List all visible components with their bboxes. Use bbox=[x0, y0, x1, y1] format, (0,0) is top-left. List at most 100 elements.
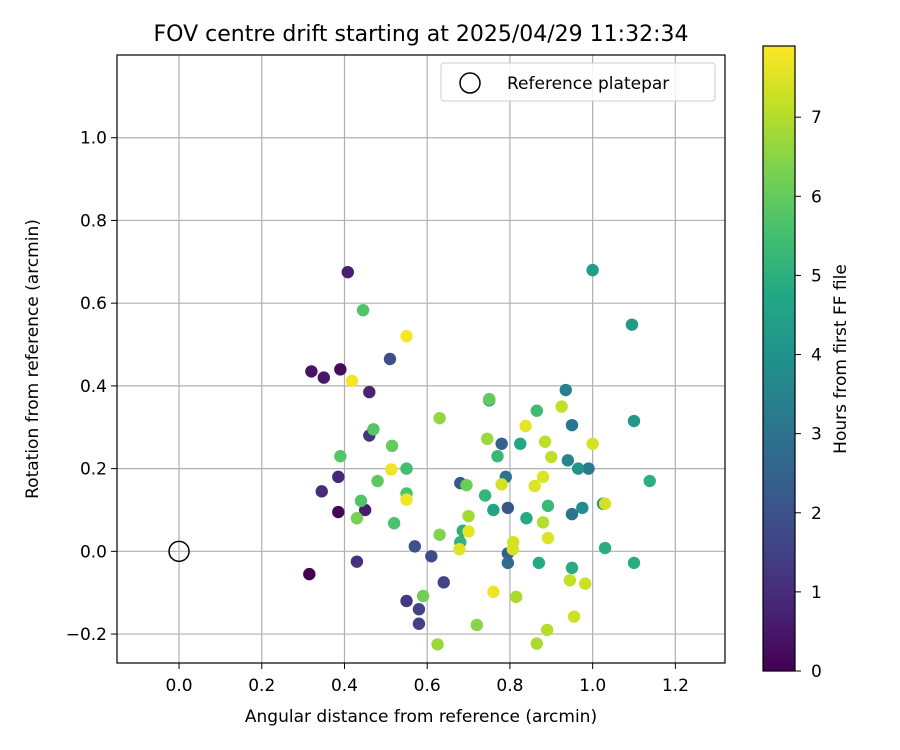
scatter-point bbox=[501, 556, 515, 570]
scatter-point bbox=[433, 411, 446, 425]
scatter-point bbox=[367, 423, 380, 436]
scatter-point bbox=[565, 418, 579, 432]
scatter-point bbox=[437, 576, 450, 589]
y-tick-label: 0.4 bbox=[80, 377, 107, 397]
scatter-point bbox=[400, 330, 413, 343]
scatter-point bbox=[541, 531, 555, 545]
colorbar-tick-label: 1 bbox=[811, 583, 822, 603]
scatter-point bbox=[565, 561, 579, 575]
colorbar-ticks: 0 1 2 3 4 5 6 7 bbox=[795, 108, 822, 682]
y-tick-label: −0.2 bbox=[66, 625, 107, 645]
x-tick-label: 0.0 bbox=[166, 676, 193, 696]
scatter-point bbox=[567, 610, 581, 623]
scatter-point bbox=[385, 439, 399, 453]
scatter-point bbox=[541, 499, 555, 513]
scatter-point bbox=[303, 567, 316, 581]
scatter-point bbox=[460, 478, 473, 492]
y-axis-label: Rotation from reference (arcmin) bbox=[23, 219, 43, 499]
scatter-point bbox=[559, 383, 572, 397]
scatter-point bbox=[598, 541, 612, 555]
colorbar-label: Hours from first FF file bbox=[831, 264, 851, 454]
x-tick-label: 0.4 bbox=[331, 676, 358, 696]
scatter-point bbox=[483, 392, 496, 406]
y-axis-ticks: −0.2 0.0 0.2 0.4 0.6 0.8 1.0 bbox=[66, 129, 117, 645]
scatter-point bbox=[495, 478, 508, 491]
colorbar-tick-label: 5 bbox=[811, 266, 822, 286]
scatter-point bbox=[643, 474, 656, 488]
scatter-point bbox=[530, 404, 544, 417]
scatter-point bbox=[536, 470, 550, 484]
colorbar-gradient bbox=[763, 46, 795, 671]
scatter-point bbox=[532, 556, 546, 570]
scatter-point bbox=[520, 512, 533, 525]
scatter-point bbox=[576, 501, 589, 515]
legend-marker-icon bbox=[459, 72, 481, 94]
scatter-point bbox=[425, 550, 438, 563]
scatter-point bbox=[341, 265, 354, 279]
scatter-point bbox=[334, 449, 347, 463]
x-gridlines bbox=[178, 55, 676, 663]
scatter-point bbox=[538, 435, 552, 448]
scatter-point bbox=[478, 489, 492, 502]
scatter-point bbox=[400, 594, 413, 608]
colorbar-tick-label: 3 bbox=[811, 425, 822, 445]
scatter-point bbox=[627, 556, 641, 570]
scatter-point bbox=[408, 540, 421, 553]
scatter-point bbox=[509, 590, 523, 604]
scatter-point bbox=[487, 585, 500, 599]
scatter-point bbox=[412, 617, 426, 630]
scatter-point bbox=[470, 618, 484, 632]
scatter-point bbox=[563, 574, 577, 587]
y-tick-label: 0.8 bbox=[80, 211, 107, 231]
scatter-point bbox=[400, 462, 413, 475]
scatter-point bbox=[491, 449, 504, 463]
x-axis-ticks: 0.0 0.2 0.4 0.6 0.8 1.0 1.2 bbox=[166, 663, 689, 696]
scatter-point bbox=[519, 419, 532, 433]
x-tick-label: 1.2 bbox=[662, 676, 689, 696]
colorbar-tick-label: 2 bbox=[811, 504, 822, 524]
scatter-point bbox=[555, 400, 568, 413]
scatter-points bbox=[303, 263, 656, 651]
scatter-point bbox=[431, 638, 444, 651]
scatter-point bbox=[305, 365, 318, 378]
y-gridlines bbox=[117, 137, 725, 635]
scatter-point bbox=[354, 494, 368, 508]
x-axis-label: Angular distance from reference (arcmin) bbox=[245, 707, 597, 727]
scatter-point bbox=[528, 479, 541, 493]
scatter-point bbox=[506, 543, 520, 556]
scatter-point bbox=[334, 363, 347, 376]
scatter-point bbox=[332, 505, 345, 519]
y-tick-label: 1.0 bbox=[80, 129, 107, 149]
scatter-point bbox=[385, 463, 398, 476]
colorbar-tick-label: 6 bbox=[811, 187, 822, 207]
scatter-point bbox=[363, 385, 376, 399]
chart-title: FOV centre drift starting at 2025/04/29 … bbox=[154, 22, 689, 47]
scatter-point bbox=[416, 589, 430, 603]
scatter-point bbox=[487, 503, 500, 517]
reference-platepar-marker bbox=[168, 540, 190, 563]
legend-entry-label: Reference platepar bbox=[507, 74, 669, 94]
scatter-point bbox=[540, 623, 554, 637]
x-tick-label: 0.2 bbox=[248, 676, 275, 696]
y-tick-label: 0.6 bbox=[80, 294, 107, 314]
scatter-point bbox=[536, 516, 550, 529]
scatter-point bbox=[565, 507, 579, 521]
scatter-point bbox=[561, 454, 575, 467]
scatter-point bbox=[579, 577, 592, 590]
x-tick-label: 0.6 bbox=[414, 676, 441, 696]
scatter-point bbox=[582, 462, 595, 475]
scatter-point bbox=[453, 543, 466, 556]
colorbar-tick-label: 4 bbox=[811, 346, 822, 366]
colorbar-tick-label: 0 bbox=[811, 662, 822, 682]
scatter-point bbox=[598, 497, 612, 510]
scatter-point bbox=[350, 555, 364, 568]
scatter-point bbox=[317, 371, 331, 384]
scatter-point bbox=[480, 432, 494, 446]
y-tick-label: 0.2 bbox=[80, 460, 107, 480]
colorbar: 0 1 2 3 4 5 6 7 Hours from first FF file bbox=[762, 45, 851, 682]
scatter-point bbox=[383, 352, 397, 366]
scatter-point bbox=[530, 637, 544, 650]
scatter-point bbox=[433, 528, 446, 541]
scatter-point bbox=[400, 493, 413, 506]
